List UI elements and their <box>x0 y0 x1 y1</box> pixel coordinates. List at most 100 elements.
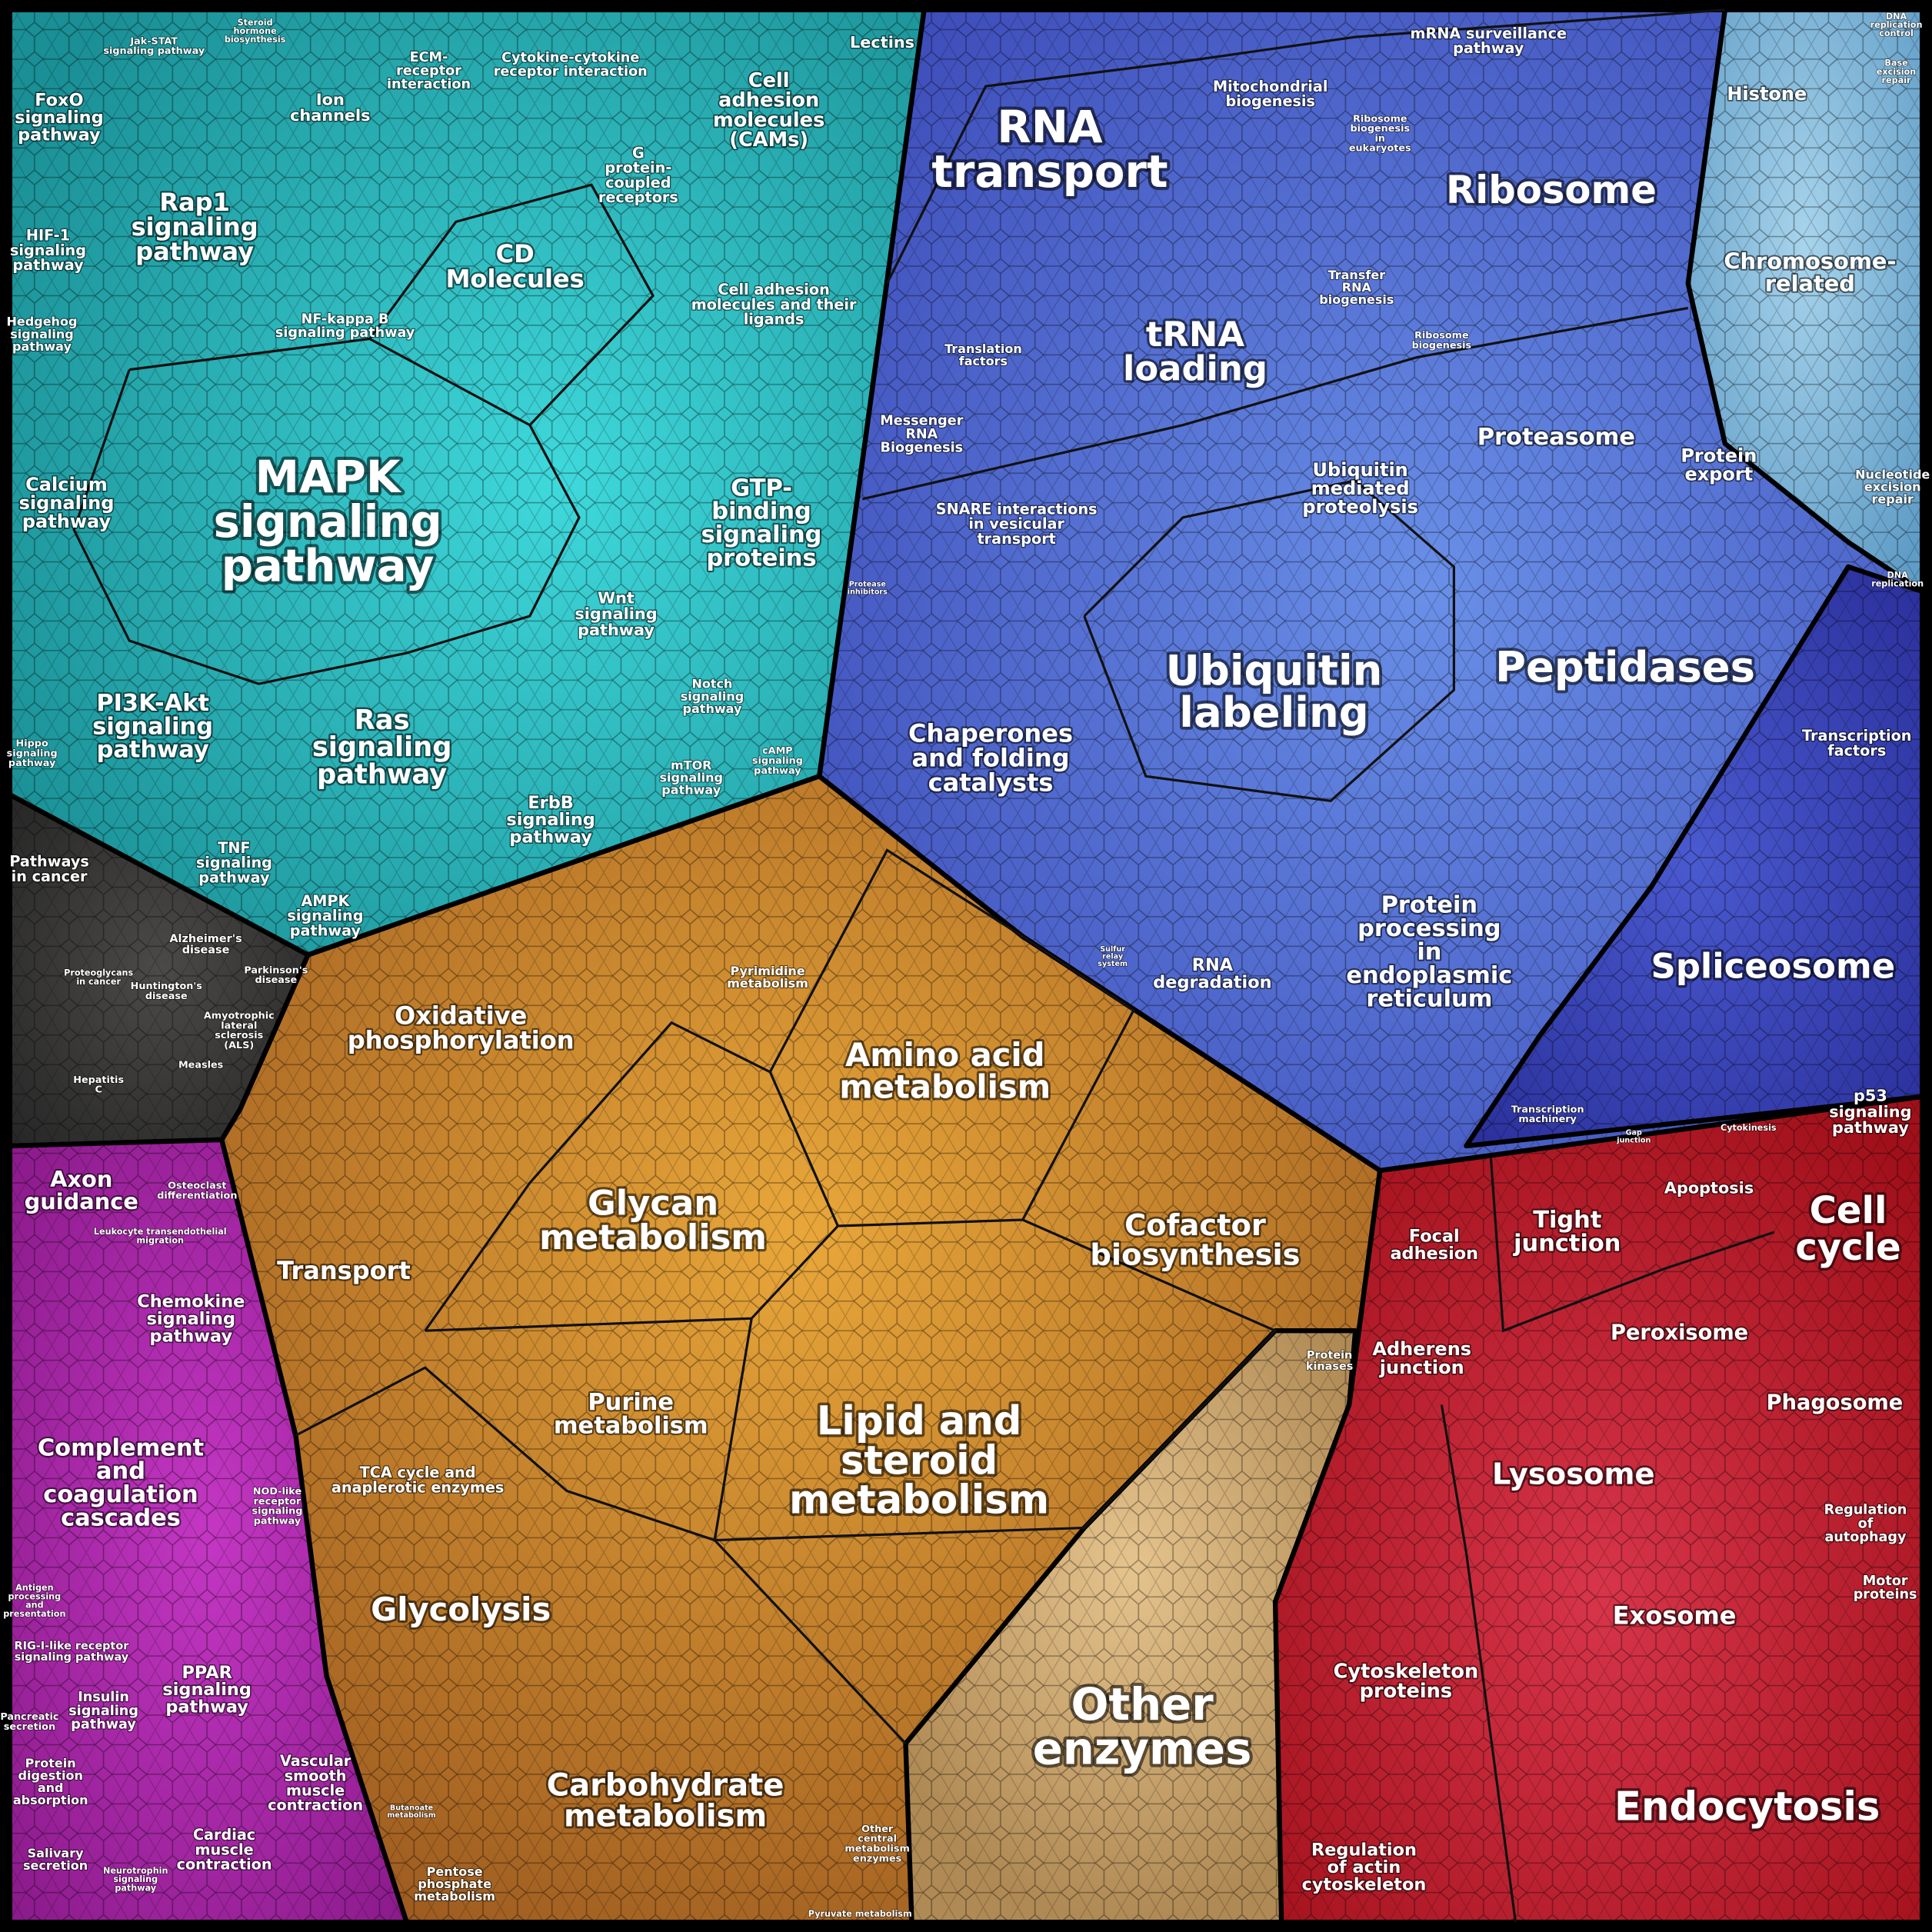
label-line: cascades <box>61 1505 181 1532</box>
label-line: signaling <box>251 1506 302 1517</box>
label-line: Peroxisome <box>1611 1321 1748 1344</box>
region-label: Transcription machinery <box>1511 1104 1584 1125</box>
label-line: Protein <box>1307 1349 1352 1361</box>
label-line: signaling <box>19 492 115 514</box>
label-line: GTP- <box>731 475 792 501</box>
label-line: absorption <box>13 1793 88 1807</box>
region-label: Hepatitis C <box>73 1074 124 1096</box>
label-line: signaling <box>15 108 103 128</box>
label-line: Lysosome <box>1492 1457 1655 1491</box>
label-line: pathway <box>150 1326 233 1346</box>
boundary <box>768 848 1135 1227</box>
label-line: proteins <box>1854 1587 1917 1602</box>
label-line: metabolism <box>564 1799 767 1834</box>
region-label: AMPK signaling pathway <box>287 892 363 939</box>
label-line: catalysts <box>928 768 1054 798</box>
label-line: signaling <box>752 755 803 767</box>
label-line: biosynthesis <box>225 35 286 45</box>
label-line: Mitochondrial <box>1213 78 1327 95</box>
label-line: processing <box>8 1591 62 1601</box>
label-line: biogenesis <box>1350 123 1410 135</box>
region-label: Carbohydrate metabolism <box>547 1768 784 1834</box>
label-line: Huntington's <box>131 981 203 992</box>
label-line: molecules and their <box>691 295 857 313</box>
label-line: Parkinson's <box>244 964 308 976</box>
cell-texture <box>9 9 1923 1923</box>
label-line: metabolism <box>727 976 808 991</box>
label-line: signaling <box>659 770 723 784</box>
label-line: interaction <box>387 77 471 92</box>
label-line: kinases <box>1306 1361 1353 1373</box>
label-line: signaling <box>10 242 86 259</box>
region-label: Chemokine signaling pathway <box>137 1292 245 1347</box>
label-line: pathway <box>222 540 435 592</box>
region-label: Peptidases <box>1495 642 1755 691</box>
label-line: Ras <box>355 705 410 736</box>
label-line: pathway <box>754 765 801 777</box>
label-line: pathway <box>198 868 270 886</box>
region-label: Cytokine-cytokine receptor interaction <box>494 51 648 80</box>
region-label: Phagosome <box>1767 1391 1904 1415</box>
region-label: Ion channels <box>290 90 370 125</box>
label-line: processing <box>1357 915 1501 942</box>
label-line: ErbB <box>528 793 573 813</box>
boundary <box>1489 1158 1775 1333</box>
region-label: PI3K-Akt signaling pathway <box>92 690 213 764</box>
label-line: TNF <box>218 839 250 857</box>
label-line: signaling pathway <box>15 1651 129 1664</box>
label-line: system <box>1098 960 1128 968</box>
label-line: phosphate <box>418 1877 491 1891</box>
label-line: enzymes <box>1033 1722 1252 1774</box>
region-label: Protease inhibitors <box>848 581 888 597</box>
region-label: Regulation of actin cytoskeleton <box>1302 1840 1427 1895</box>
region-label: Calcium signaling pathway <box>19 474 115 532</box>
region-label: FoxO signaling pathway <box>15 91 103 145</box>
label-line: replication <box>1871 578 1924 588</box>
label-line: TCA cycle and <box>360 1464 476 1481</box>
region-label: Spliceosome <box>1651 946 1896 987</box>
label-line: Amyotrophic <box>204 1011 275 1022</box>
label-line: autophagy <box>1824 1530 1907 1545</box>
region-label: Ubiquitin labeling <box>1166 646 1383 737</box>
label-line: RIG-I-like receptor <box>14 1641 129 1653</box>
label-line: DNA <box>1887 570 1908 580</box>
region-label: Pyrimidine metabolism <box>727 964 808 991</box>
label-line: relay <box>1102 953 1124 961</box>
boundary <box>886 8 1725 285</box>
label-line: Measles <box>178 1060 224 1071</box>
region-label: Nucleotide excision repair <box>1855 467 1930 506</box>
region-label: ECM-receptor interaction <box>387 50 471 92</box>
region-label: Pathways in cancer <box>9 853 89 885</box>
boundary <box>862 306 1689 501</box>
region-label: Measles <box>178 1060 224 1071</box>
label-line: Glycan <box>588 1182 718 1223</box>
label-line: Ubiquitin <box>1166 646 1383 695</box>
region-label: Antigen processing and presentation <box>3 1583 65 1619</box>
boundary <box>1440 1404 1517 1923</box>
label-line: loading <box>1123 348 1267 389</box>
label-line: Gap <box>1626 1129 1642 1138</box>
label-line: FoxO <box>35 91 83 111</box>
region-label: Transfer RNA biogenesis <box>1319 268 1394 307</box>
region-label: Rap1 signaling pathway <box>132 188 258 266</box>
label-line: and <box>96 1458 145 1485</box>
region-label: Tight junction <box>1512 1207 1621 1257</box>
label-line: metabolism <box>539 1217 767 1257</box>
region-label: mTOR signaling pathway <box>659 758 723 797</box>
label-line: steroid <box>841 1437 998 1484</box>
label-line: Tight <box>1533 1207 1601 1234</box>
label-line: p53 <box>1854 1087 1887 1105</box>
region-label: Proteoglycans in cancer <box>64 968 133 987</box>
region-label: Cofactor biosynthesis <box>1090 1208 1300 1272</box>
label-line: Histone <box>1727 83 1807 105</box>
label-line: junction <box>1512 1230 1621 1257</box>
label-line: Jak-STAT <box>129 35 178 47</box>
label-line: signaling pathway <box>275 325 415 341</box>
region-label: Notch signaling pathway <box>681 677 744 716</box>
label-line: Transcription <box>1511 1104 1584 1115</box>
label-line: and <box>38 1780 64 1795</box>
region-label: Complement and coagulation cascades <box>38 1434 204 1531</box>
region-label: Regulation of autophagy <box>1824 1503 1907 1545</box>
boundary <box>295 1366 907 1744</box>
region-label: Ras signaling pathway <box>312 705 452 790</box>
